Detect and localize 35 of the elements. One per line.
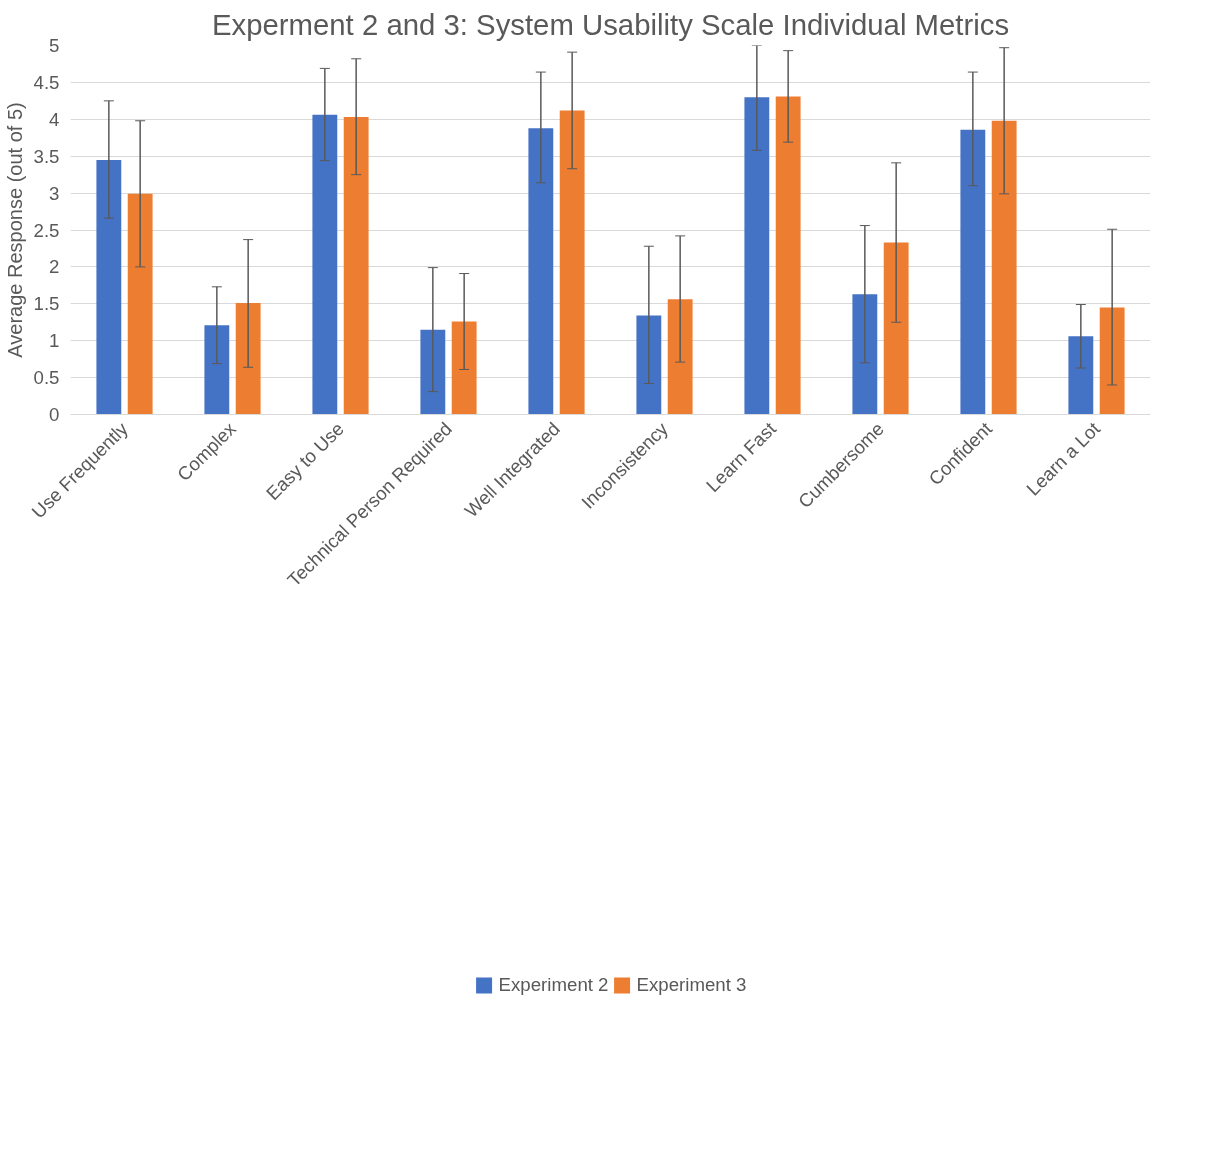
bar: [991, 120, 1017, 415]
bar: [775, 96, 801, 415]
y-tick-label: 1.5: [33, 293, 60, 315]
bar: [96, 159, 122, 415]
y-tick-label: 5: [49, 35, 60, 56]
y-tick-label: 0: [49, 404, 60, 425]
y-tick-label: 3.5: [33, 145, 60, 167]
bar: [451, 321, 477, 415]
bar: [528, 128, 554, 415]
chart-title: Experment 2 and 3: System Usability Scale Individual Metrics: [211, 7, 1010, 41]
legend-label: Experiment 3: [636, 973, 747, 996]
y-tick-label: 4: [49, 108, 60, 130]
bar: [852, 294, 878, 415]
bar: [204, 325, 230, 415]
bar: [235, 303, 261, 415]
bar: [744, 97, 770, 415]
legend-label: Experiment 2: [498, 973, 609, 996]
bar: [1068, 336, 1094, 415]
bar: [559, 110, 585, 415]
bar: [312, 114, 338, 415]
bar: [883, 242, 909, 415]
bar: [127, 193, 153, 415]
y-axis-title: Average Response (out of 5): [3, 102, 26, 358]
bar: [343, 117, 369, 415]
y-tick-label: 0.5: [33, 367, 60, 389]
y-tick-label: 2: [49, 256, 60, 278]
y-tick-label: 1: [49, 330, 60, 352]
bar: [960, 129, 986, 415]
y-tick-label: 3: [49, 182, 60, 204]
bar: [636, 315, 662, 415]
bar: [1099, 307, 1125, 415]
bar: [667, 299, 693, 415]
y-tick-label: 4.5: [33, 71, 60, 93]
y-tick-label: 2.5: [33, 219, 60, 241]
bar: [420, 329, 446, 415]
